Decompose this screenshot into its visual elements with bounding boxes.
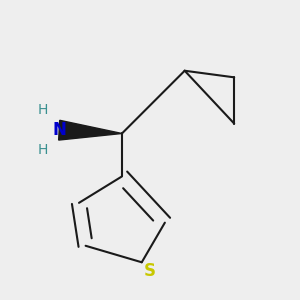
Text: H: H [38,103,48,117]
Text: H: H [38,143,48,157]
Polygon shape [59,120,122,140]
Text: N: N [52,121,66,139]
Text: S: S [144,262,156,280]
